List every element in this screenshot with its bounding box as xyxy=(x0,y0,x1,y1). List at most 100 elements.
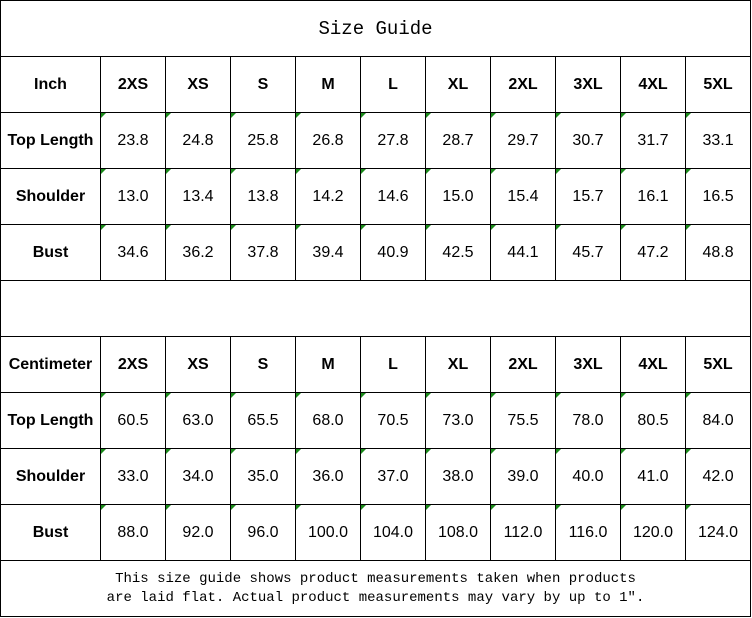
value-cell[interactable]: 80.5 xyxy=(620,392,686,449)
size-header-cell[interactable]: 2XS xyxy=(100,56,166,113)
value-cell[interactable]: 36.0 xyxy=(295,448,361,505)
value-cell[interactable]: 108.0 xyxy=(425,504,491,561)
value-cell[interactable]: 39.0 xyxy=(490,448,556,505)
value-cell[interactable]: 13.8 xyxy=(230,168,296,225)
value-cell[interactable]: 23.8 xyxy=(100,112,166,169)
size-header-cell[interactable]: 2XL xyxy=(490,336,556,393)
row-label-cell[interactable]: Shoulder xyxy=(0,448,101,505)
value-cell[interactable]: 65.5 xyxy=(230,392,296,449)
value-cell[interactable]: 13.0 xyxy=(100,168,166,225)
value-cell[interactable]: 42.0 xyxy=(684,448,752,505)
value-cell[interactable]: 13.4 xyxy=(165,168,231,225)
value-cell[interactable]: 88.0 xyxy=(100,504,166,561)
value-cell[interactable]: 41.0 xyxy=(620,448,686,505)
table-row: Bust 34.6 36.2 37.8 39.4 40.9 42.5 44.1 45.7 47.2… xyxy=(0,224,752,281)
value-cell[interactable]: 29.7 xyxy=(490,112,556,169)
value-cell[interactable]: 40.0 xyxy=(555,448,621,505)
value-cell[interactable]: 116.0 xyxy=(555,504,621,561)
row-label-cell[interactable]: Top Length xyxy=(0,392,101,449)
value-cell[interactable]: 34.6 xyxy=(100,224,166,281)
size-header-cell[interactable]: XS xyxy=(165,56,231,113)
value-cell[interactable]: 96.0 xyxy=(230,504,296,561)
size-header-cell[interactable]: S xyxy=(230,336,296,393)
title-cell[interactable]: Size Guide xyxy=(0,0,752,57)
table-row: Top Length 60.5 63.0 65.5 68.0 70.5 73.0 75.5 78… xyxy=(0,392,752,449)
unit-header-cell[interactable]: Inch xyxy=(0,56,101,113)
blank-cell[interactable] xyxy=(0,280,752,337)
value-cell[interactable]: 16.5 xyxy=(684,168,752,225)
size-header-cell[interactable]: 4XL xyxy=(620,56,686,113)
size-header-cell[interactable]: 2XS xyxy=(100,336,166,393)
value-cell[interactable]: 92.0 xyxy=(165,504,231,561)
value-cell[interactable]: 37.8 xyxy=(230,224,296,281)
note-cell[interactable]: This size guide shows product measuremen… xyxy=(0,560,752,617)
value-cell[interactable]: 30.7 xyxy=(555,112,621,169)
row-label-cell[interactable]: Top Length xyxy=(0,112,101,169)
size-header-cell[interactable]: 4XL xyxy=(620,336,686,393)
size-header-cell[interactable]: 5XL xyxy=(684,336,752,393)
value-cell[interactable]: 124.0 xyxy=(684,504,752,561)
size-header-cell[interactable]: XL xyxy=(425,336,491,393)
unit-header-cell[interactable]: Centimeter xyxy=(0,336,101,393)
value-cell[interactable]: 75.5 xyxy=(490,392,556,449)
value-cell[interactable]: 48.8 xyxy=(684,224,752,281)
value-cell[interactable]: 42.5 xyxy=(425,224,491,281)
value-cell[interactable]: 68.0 xyxy=(295,392,361,449)
size-header-cell[interactable]: XL xyxy=(425,56,491,113)
value-cell[interactable]: 34.0 xyxy=(165,448,231,505)
row-label-cell[interactable]: Shoulder xyxy=(0,168,101,225)
size-header-cell[interactable]: L xyxy=(360,336,426,393)
value-cell[interactable]: 100.0 xyxy=(295,504,361,561)
value-cell[interactable]: 25.8 xyxy=(230,112,296,169)
size-header-cell[interactable]: 5XL xyxy=(684,56,752,113)
value-cell[interactable]: 24.8 xyxy=(165,112,231,169)
value-cell[interactable]: 28.7 xyxy=(425,112,491,169)
value-cell[interactable]: 70.5 xyxy=(360,392,426,449)
value-cell[interactable]: 104.0 xyxy=(360,504,426,561)
value-cell[interactable]: 45.7 xyxy=(555,224,621,281)
value-cell[interactable]: 112.0 xyxy=(490,504,556,561)
size-header-cell[interactable]: L xyxy=(360,56,426,113)
size-header-cell[interactable]: M xyxy=(295,56,361,113)
value-cell[interactable]: 33.0 xyxy=(100,448,166,505)
value-cell[interactable]: 26.8 xyxy=(295,112,361,169)
title-row: Size Guide xyxy=(0,0,752,57)
value-cell[interactable]: 60.5 xyxy=(100,392,166,449)
value-cell[interactable]: 16.1 xyxy=(620,168,686,225)
table-row: Bust 88.0 92.0 96.0 100.0 104.0 108.0 112.0 116.… xyxy=(0,504,752,561)
value-cell[interactable]: 14.6 xyxy=(360,168,426,225)
value-cell[interactable]: 120.0 xyxy=(620,504,686,561)
size-header-cell[interactable]: 2XL xyxy=(490,56,556,113)
table-row: Shoulder 33.0 34.0 35.0 36.0 37.0 38.0 39.0 40.0… xyxy=(0,448,752,505)
value-cell[interactable]: 40.9 xyxy=(360,224,426,281)
value-cell[interactable]: 15.4 xyxy=(490,168,556,225)
value-cell[interactable]: 27.8 xyxy=(360,112,426,169)
value-cell[interactable]: 36.2 xyxy=(165,224,231,281)
value-cell[interactable]: 63.0 xyxy=(165,392,231,449)
value-cell[interactable]: 37.0 xyxy=(360,448,426,505)
spacer-row xyxy=(0,280,752,337)
value-cell[interactable]: 33.1 xyxy=(684,112,752,169)
value-cell[interactable]: 44.1 xyxy=(490,224,556,281)
size-header-cell[interactable]: 3XL xyxy=(555,56,621,113)
value-cell[interactable]: 39.4 xyxy=(295,224,361,281)
note-line: This size guide shows product measuremen… xyxy=(115,570,636,587)
value-cell[interactable]: 35.0 xyxy=(230,448,296,505)
value-cell[interactable]: 73.0 xyxy=(425,392,491,449)
row-label-cell[interactable]: Bust xyxy=(0,224,101,281)
value-cell[interactable]: 15.7 xyxy=(555,168,621,225)
value-cell[interactable]: 15.0 xyxy=(425,168,491,225)
value-cell[interactable]: 47.2 xyxy=(620,224,686,281)
row-label-cell[interactable]: Bust xyxy=(0,504,101,561)
value-cell[interactable]: 84.0 xyxy=(684,392,752,449)
size-header-cell[interactable]: M xyxy=(295,336,361,393)
size-header-cell[interactable]: 3XL xyxy=(555,336,621,393)
value-cell[interactable]: 31.7 xyxy=(620,112,686,169)
value-cell[interactable]: 14.2 xyxy=(295,168,361,225)
table-row: Top Length 23.8 24.8 25.8 26.8 27.8 28.7 29.7 30… xyxy=(0,112,752,169)
value-cell[interactable]: 38.0 xyxy=(425,448,491,505)
size-header-cell[interactable]: XS xyxy=(165,336,231,393)
value-cell[interactable]: 78.0 xyxy=(555,392,621,449)
size-header-cell[interactable]: S xyxy=(230,56,296,113)
